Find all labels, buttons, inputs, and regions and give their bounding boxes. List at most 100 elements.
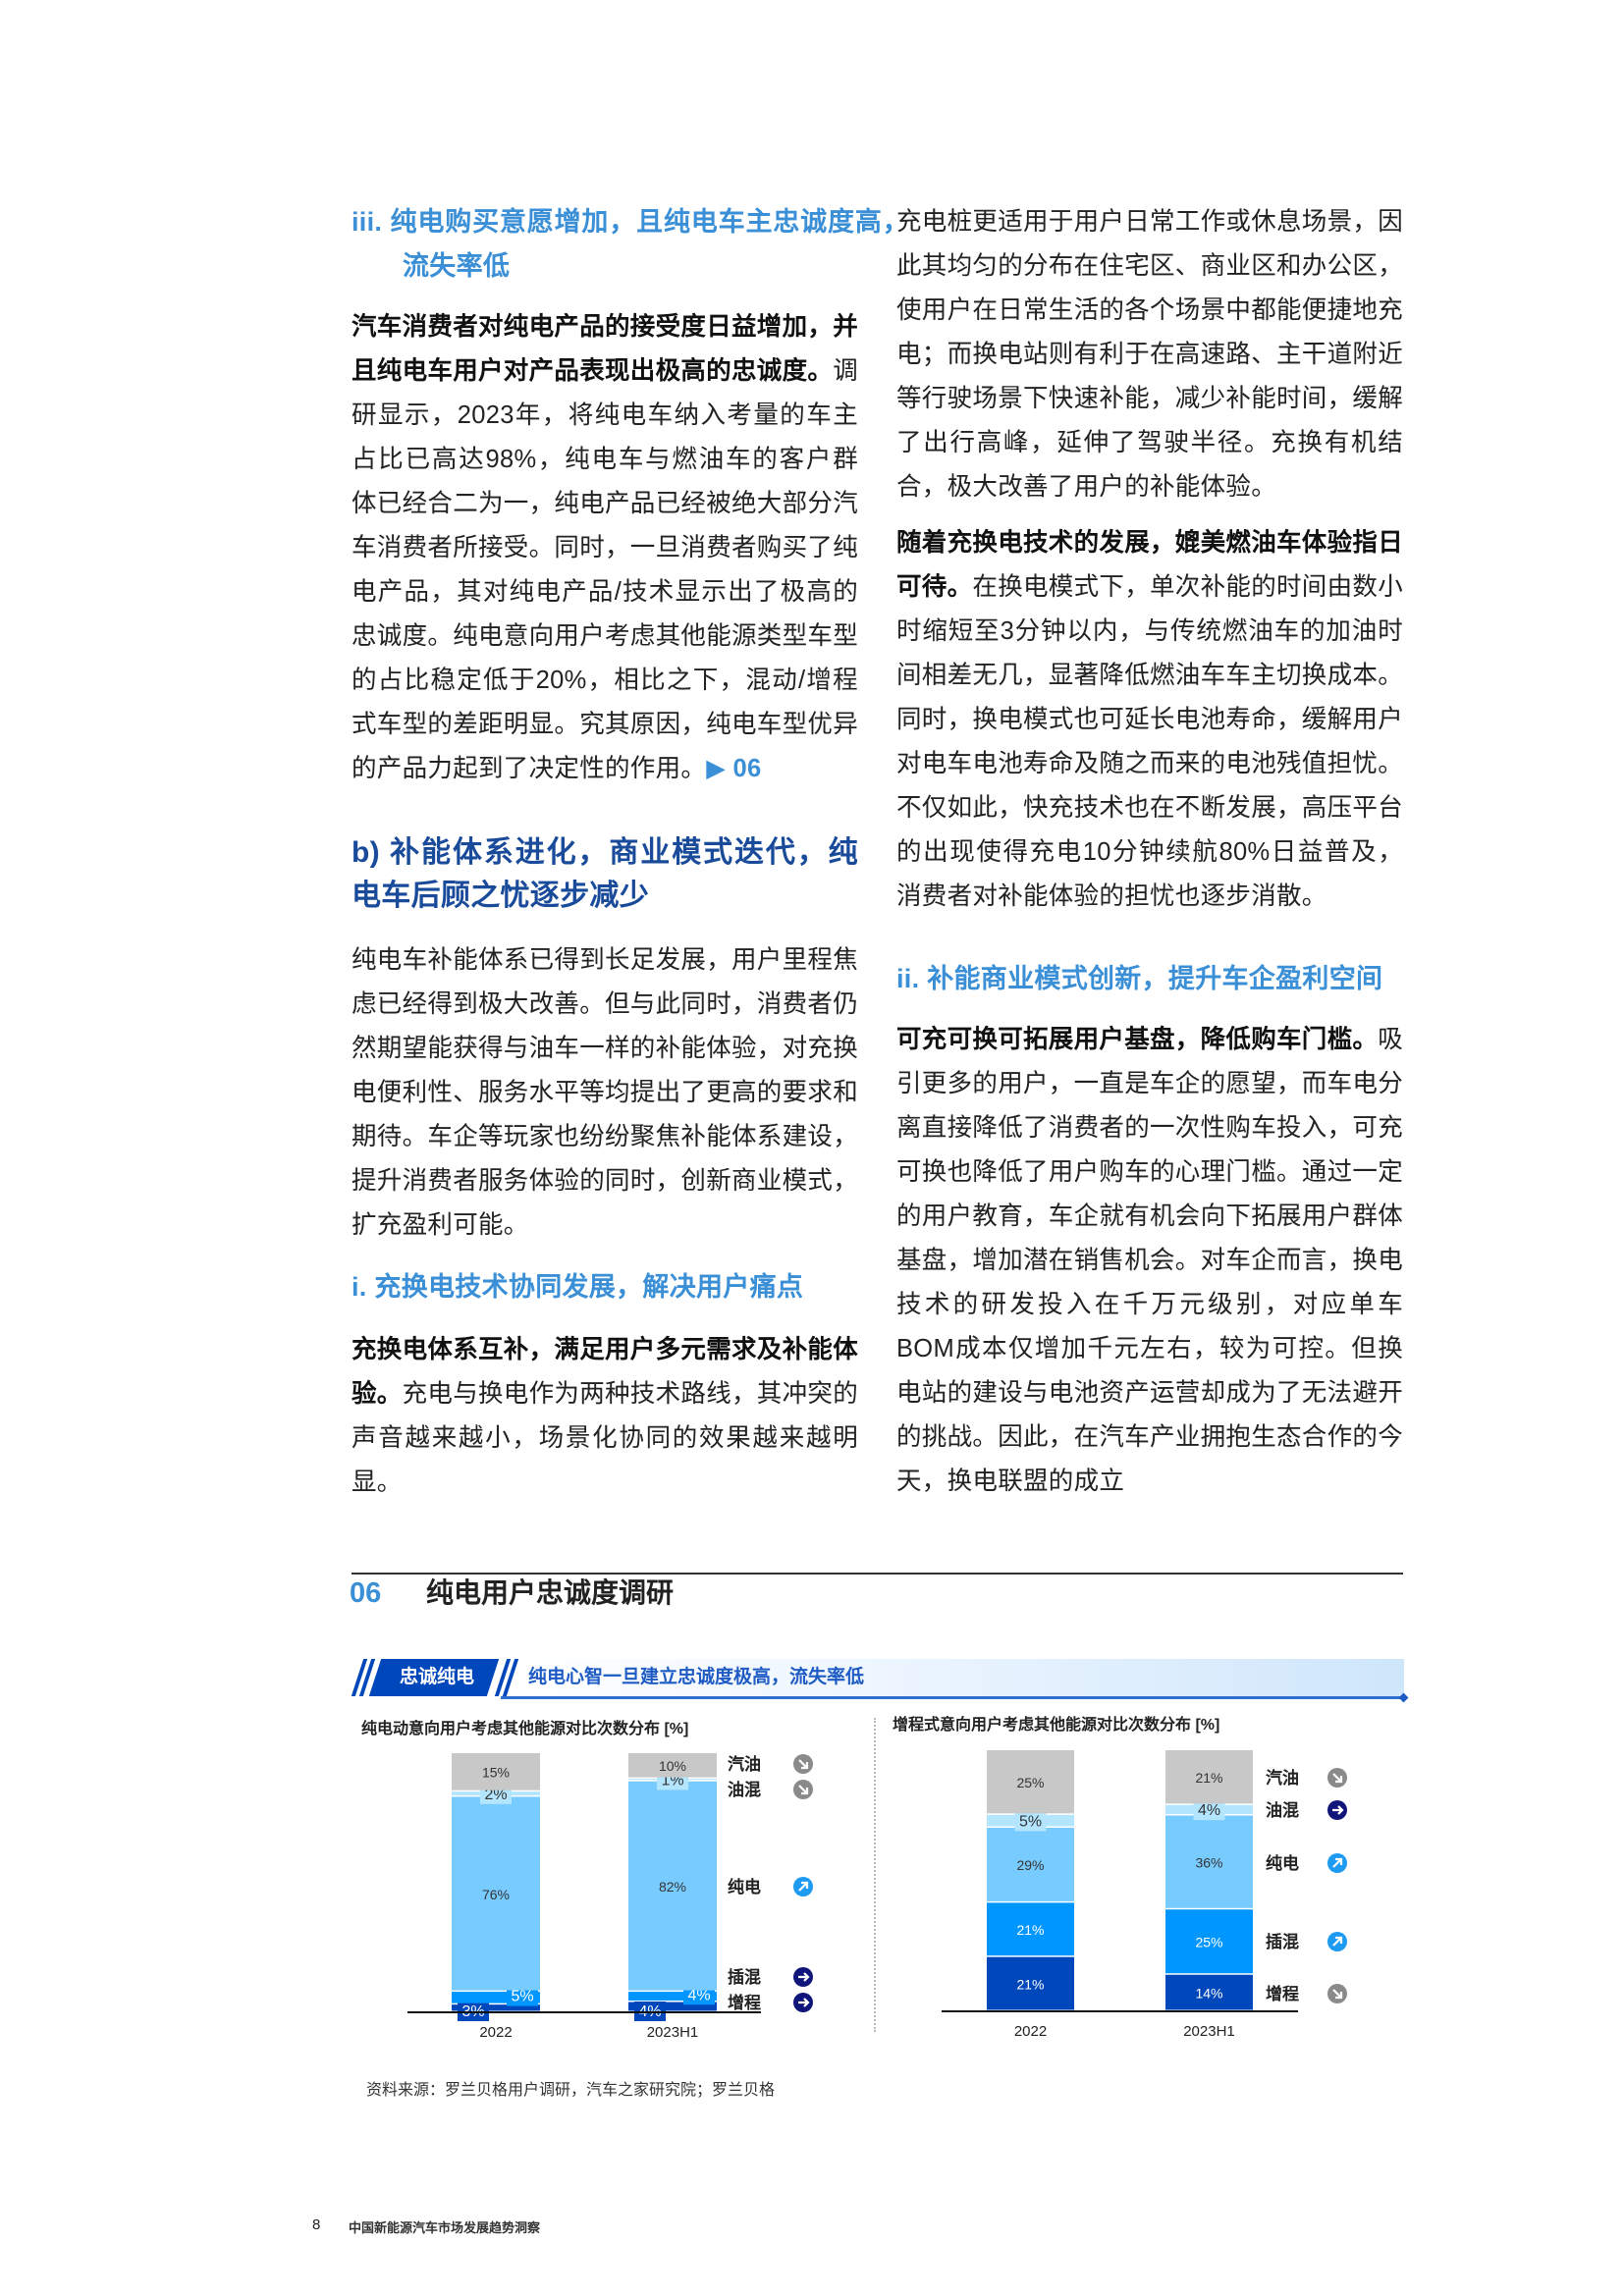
bar-segment: [628, 1779, 717, 1781]
bar-segment: [452, 1791, 540, 1795]
legend-label: 汽油: [1266, 1768, 1299, 1788]
trend-up-icon: [1327, 1853, 1347, 1873]
data-label-box: [458, 2002, 489, 2021]
bar-segment: [987, 1814, 1074, 1827]
legend-label: 插混: [728, 1967, 761, 1987]
trend-arrow-glyph: [798, 1785, 809, 1795]
category-label: 2023H1: [1183, 2023, 1235, 2040]
trend-flat-icon: [793, 1993, 813, 2012]
figure-title: 纯电用户忠诚度调研: [426, 1577, 675, 1608]
data-label: 4%: [687, 1987, 710, 2003]
category-label: 2022: [1014, 2023, 1047, 2040]
data-label: 25%: [1195, 1935, 1222, 1950]
trend-down-icon: [793, 1754, 813, 1774]
figure-ref-link[interactable]: ▶ 06: [706, 755, 762, 782]
data-label: 21%: [1195, 1770, 1222, 1786]
trend-arrow-glyph: [798, 1881, 809, 1892]
bar-segment: [452, 1753, 540, 1790]
figure-number: 06: [350, 1577, 382, 1609]
legend-label: 汽油: [728, 1754, 761, 1774]
data-label: 10%: [659, 1758, 686, 1774]
data-label: 4%: [638, 2003, 661, 2020]
chart-title-bev: 纯电动意向用户考虑其他能源对比次数分布 [%]: [361, 1721, 689, 1737]
data-label: 4%: [1198, 1802, 1220, 1819]
heading-ii: ii. 补能商业模式创新，提升车企盈利空间: [896, 964, 1383, 993]
category-label: 2023H1: [647, 2024, 699, 2041]
paragraph-lead: 随着充换电技术的发展，媲美燃油车体验指日可待。: [896, 529, 1404, 601]
data-label-box: [480, 1784, 512, 1804]
data-label: 29%: [1016, 1857, 1044, 1873]
data-label: 3%: [461, 2003, 484, 2020]
data-label: 15%: [482, 1765, 510, 1781]
bar-segment: [452, 2004, 540, 2011]
figure-banner: 忠诚纯电 纯电心智一旦建立忠诚度极高，流失率低: [351, 1659, 1409, 1703]
bar-segment: [1165, 1804, 1253, 1814]
bar-segment: [1165, 1909, 1253, 1974]
trend-arrow-glyph: [1332, 1805, 1344, 1815]
bar-segment: [628, 1753, 717, 1778]
banner-subtitle: 纯电心智一旦建立忠诚度极高，流失率低: [528, 1667, 865, 1687]
paragraph-body: 在换电模式下，单次补能的时间由数小时缩短至3分钟以内，与传统燃油车的加油时间相差…: [896, 573, 1404, 910]
trend-arrow-glyph: [1332, 1857, 1343, 1868]
paragraph-body: 吸引更多的用户，一直是车企的愿望，而车电分离直接降低了消费者的一次性购车投入，可…: [896, 1026, 1404, 1495]
bar-segment: [628, 1992, 717, 2002]
data-label-box: [1193, 1800, 1225, 1821]
trend-arrow-glyph: [1332, 1989, 1343, 2000]
trend-arrow-glyph: [798, 1759, 809, 1770]
data-label: 14%: [1195, 1985, 1222, 2001]
trend-arrow-glyph: [1332, 1936, 1343, 1947]
paragraph-charging-scenarios: 充电桩更适用于用户日常工作或休息场景，因此其均匀的分布在住宅区、商业区和办公区，…: [896, 208, 1404, 501]
trend-arrow-glyph: [798, 1998, 810, 2007]
data-label-box: [1014, 1811, 1047, 1832]
bar-segment: [628, 2002, 717, 2011]
chart-divider: [874, 1718, 876, 2032]
bar-segment: [987, 1750, 1074, 1814]
data-label: 76%: [482, 1887, 510, 1902]
bar-segment: [987, 1956, 1074, 2010]
figure-top-rule: [352, 1573, 1403, 1575]
trend-up-icon: [793, 1877, 813, 1896]
legend-label: 增程: [728, 1993, 761, 2012]
bar-segment: [1165, 1815, 1253, 1908]
paragraph-body: 调研显示，2023年，将纯电车纳入考量的车主占比已高达98%，纯电车与燃油车的客…: [352, 357, 859, 782]
data-label: 2%: [484, 1787, 507, 1803]
heading-iii: iii. 纯电购买意愿增加，且纯电车主忠诚度高，流失率低: [352, 207, 909, 281]
paragraph-complement: 充换电体系互补，满足用户多元需求及补能体验。充电与换电作为两种技术路线，其冲突的…: [352, 1328, 858, 1505]
chart-title-erev: 增程式意向用户考虑其他能源对比次数分布 [%]: [893, 1717, 1220, 1734]
data-label-box: [657, 1770, 688, 1790]
paragraph-lead: 汽车消费者对纯电产品的接受度日益增加，并且纯电车用户对产品表现出极高的忠诚度。: [352, 313, 859, 385]
trend-flat-icon: [793, 1967, 813, 1987]
legend-label: 纯电: [728, 1877, 761, 1896]
trend-flat-icon: [1327, 1800, 1347, 1820]
data-label: 36%: [1195, 1854, 1222, 1870]
page-number: 8: [312, 2216, 321, 2233]
trend-arrow-glyph: [1332, 1773, 1343, 1784]
bar-segment: [1165, 1750, 1253, 1804]
bar-segment: [628, 1781, 717, 1991]
paragraph-body: 充电与换电作为两种技术路线，其冲突的声音越来越小，场景化协同的效果越来越明显。: [352, 1380, 859, 1496]
bar-segment: [452, 1796, 540, 1991]
bar-segment: [987, 1828, 1074, 1901]
trend-down-icon: [1327, 1768, 1347, 1788]
paragraph-business-model: 可充可换可拓展用户基盘，降低购车门槛。吸引更多的用户，一直是车企的愿望，而车电分…: [896, 1018, 1403, 1504]
banner-badge-label: 忠诚纯电: [399, 1667, 474, 1687]
paragraph-lead: 充换电体系互补，满足用户多元需求及补能体验。: [352, 1336, 859, 1408]
category-label: 2022: [479, 2024, 512, 2041]
legend-label: 纯电: [1266, 1853, 1299, 1873]
bar-segment: [1165, 1974, 1253, 2010]
bar-segment: [987, 1902, 1074, 1956]
trend-down-icon: [793, 1780, 813, 1799]
heading-b: b) 补能体系进化，商业模式迭代，纯电车后顾之忧逐步减少: [352, 836, 858, 912]
banner-end-dot: [1398, 1692, 1409, 1703]
data-label: 5%: [1019, 1813, 1042, 1830]
paragraph-swap-experience: 随着充换电技术的发展，媲美燃油车体验指日可待。在换电模式下，单次补能的时间由数小…: [896, 521, 1403, 919]
trend-arrow-glyph: [798, 1972, 810, 1982]
data-label: 82%: [659, 1879, 686, 1895]
data-label-box: [507, 1986, 538, 2006]
paragraph-lead: 可充可换可拓展用户基盘，降低购车门槛。: [896, 1026, 1379, 1053]
banner-background: [501, 1659, 1409, 1703]
legend-label: 增程: [1266, 1984, 1299, 2003]
trend-up-icon: [1327, 1932, 1347, 1951]
paragraph-loyalty: 汽车消费者对纯电产品的接受度日益增加，并且纯电车用户对产品表现出极高的忠诚度。调…: [352, 305, 858, 791]
bar-segment: [452, 1992, 540, 2003]
